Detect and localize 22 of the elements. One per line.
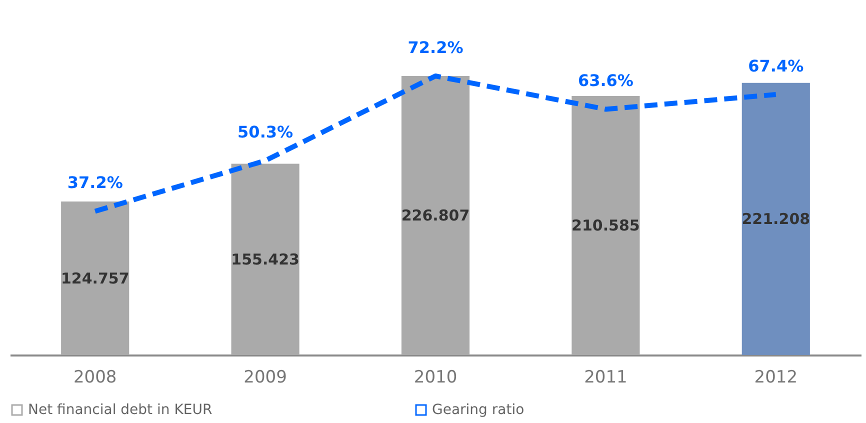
data-label: 50.3% <box>238 122 294 142</box>
data-label: 155.423 <box>231 250 300 268</box>
data-label: 63.6% <box>578 71 634 90</box>
data-label: 72.2% <box>408 38 464 57</box>
data-label: 67.4% <box>748 56 804 76</box>
data-label: 226.807 <box>401 206 470 224</box>
data-label: 37.2% <box>67 173 123 192</box>
legend-label: Net financial debt in KEUR <box>28 402 212 418</box>
x-tick-label: 2012 <box>754 368 798 388</box>
bar <box>742 82 810 355</box>
bar <box>231 164 300 355</box>
x-tick-label: 2008 <box>73 368 117 388</box>
data-label: 221.208 <box>742 210 810 228</box>
legend-label: Gearing ratio <box>432 402 524 418</box>
data-label: 210.585 <box>572 216 640 234</box>
bar <box>61 202 130 355</box>
data-label: 124.757 <box>60 269 130 288</box>
x-tick-label: 2010 <box>414 368 458 388</box>
bar <box>401 76 470 355</box>
x-tick-label: 2009 <box>244 368 287 388</box>
x-tick-label: 2011 <box>584 368 628 388</box>
bar <box>572 96 640 355</box>
